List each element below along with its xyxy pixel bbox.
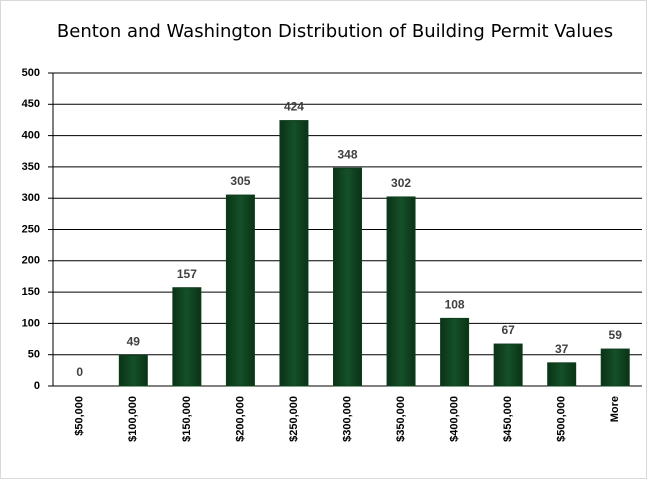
x-tick-label: $500,000 xyxy=(556,396,568,442)
value-label: 305 xyxy=(230,174,250,188)
bar xyxy=(118,354,148,387)
y-tick-label: 50 xyxy=(28,349,40,361)
value-label: 49 xyxy=(127,334,141,348)
bar xyxy=(600,348,630,387)
bar xyxy=(493,343,523,387)
x-tick-label: $100,000 xyxy=(127,396,139,442)
bar xyxy=(547,362,577,387)
value-label: 67 xyxy=(501,323,515,337)
y-tick-label: 0 xyxy=(34,380,40,392)
bar xyxy=(225,194,255,387)
x-tick-label: $200,000 xyxy=(234,396,246,442)
y-tick-label: 500 xyxy=(22,67,40,79)
value-label: 302 xyxy=(391,176,411,190)
value-label: 424 xyxy=(284,100,304,114)
y-tick-label: 300 xyxy=(22,192,40,204)
x-tick-label: More xyxy=(609,396,621,422)
y-tick-label: 350 xyxy=(22,161,40,173)
value-label: 157 xyxy=(177,267,197,281)
value-label: 37 xyxy=(555,342,569,356)
value-label: 0 xyxy=(76,365,83,379)
y-tick-label: 100 xyxy=(22,317,40,329)
bar xyxy=(333,167,362,387)
value-label: 108 xyxy=(445,298,465,312)
value-label: 348 xyxy=(337,147,357,161)
value-label: 59 xyxy=(609,328,623,342)
x-tick-label: $400,000 xyxy=(448,396,460,442)
y-tick-label: 450 xyxy=(22,98,40,110)
x-tick-label: $350,000 xyxy=(395,396,407,442)
bar xyxy=(440,317,470,387)
x-tick-label: $300,000 xyxy=(341,396,353,442)
y-tick-label: 150 xyxy=(22,286,40,298)
chart-title: Benton and Washington Distribution of Bu… xyxy=(57,21,613,42)
x-tick-label: $50,000 xyxy=(74,396,86,436)
y-tick-label: 400 xyxy=(22,130,40,142)
bar xyxy=(172,287,202,387)
y-tick-label: 200 xyxy=(22,255,40,267)
x-tick-label: $250,000 xyxy=(288,396,300,442)
bar xyxy=(279,120,309,387)
bar xyxy=(386,196,416,387)
x-tick-label: $150,000 xyxy=(181,396,193,442)
y-tick-label: 250 xyxy=(22,223,40,235)
x-tick-label: $450,000 xyxy=(502,396,514,442)
